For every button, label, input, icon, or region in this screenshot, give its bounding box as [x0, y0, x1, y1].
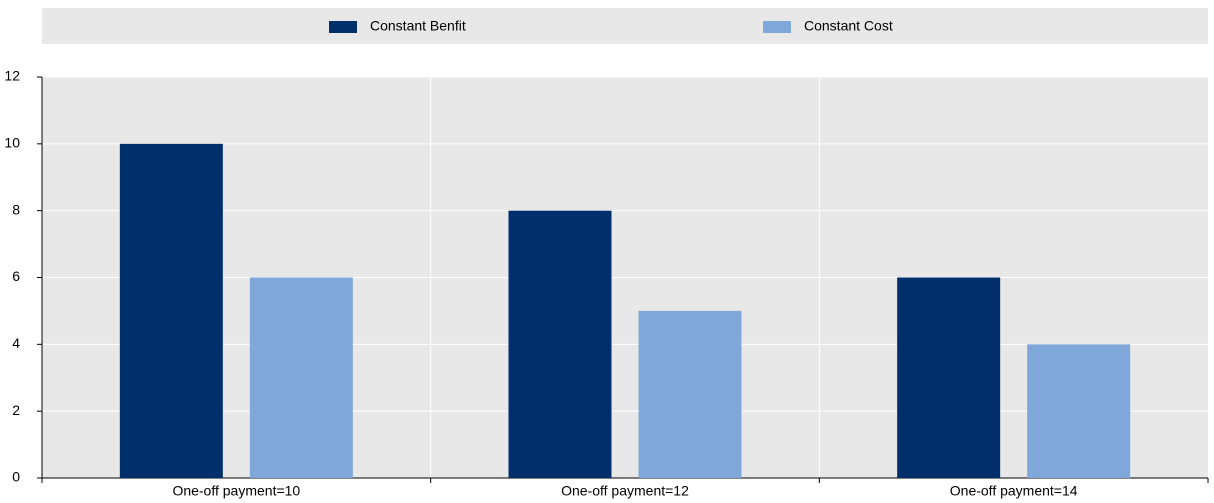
y-tick-label: 12 [4, 68, 20, 84]
x-tick-label: One-off payment=10 [172, 483, 300, 499]
y-tick-label: 8 [12, 201, 20, 217]
y-tick-label: 10 [4, 135, 20, 151]
y-tick-label: 4 [12, 335, 20, 351]
bar [119, 143, 223, 479]
bar [1027, 344, 1131, 478]
bar [508, 210, 612, 478]
legend-swatch [763, 21, 791, 33]
legend-swatch [329, 21, 357, 33]
legend-background [42, 8, 1208, 44]
bar [638, 310, 742, 478]
bar [897, 277, 1001, 478]
y-tick-label: 2 [12, 402, 20, 418]
y-tick-label: 6 [12, 268, 20, 284]
x-tick-label: One-off payment=12 [561, 483, 689, 499]
bar [249, 277, 353, 478]
legend-label: Constant Cost [804, 18, 893, 34]
x-tick-label: One-off payment=14 [950, 483, 1078, 499]
y-tick-label: 0 [12, 469, 20, 485]
legend-label: Constant Benfit [370, 18, 466, 34]
